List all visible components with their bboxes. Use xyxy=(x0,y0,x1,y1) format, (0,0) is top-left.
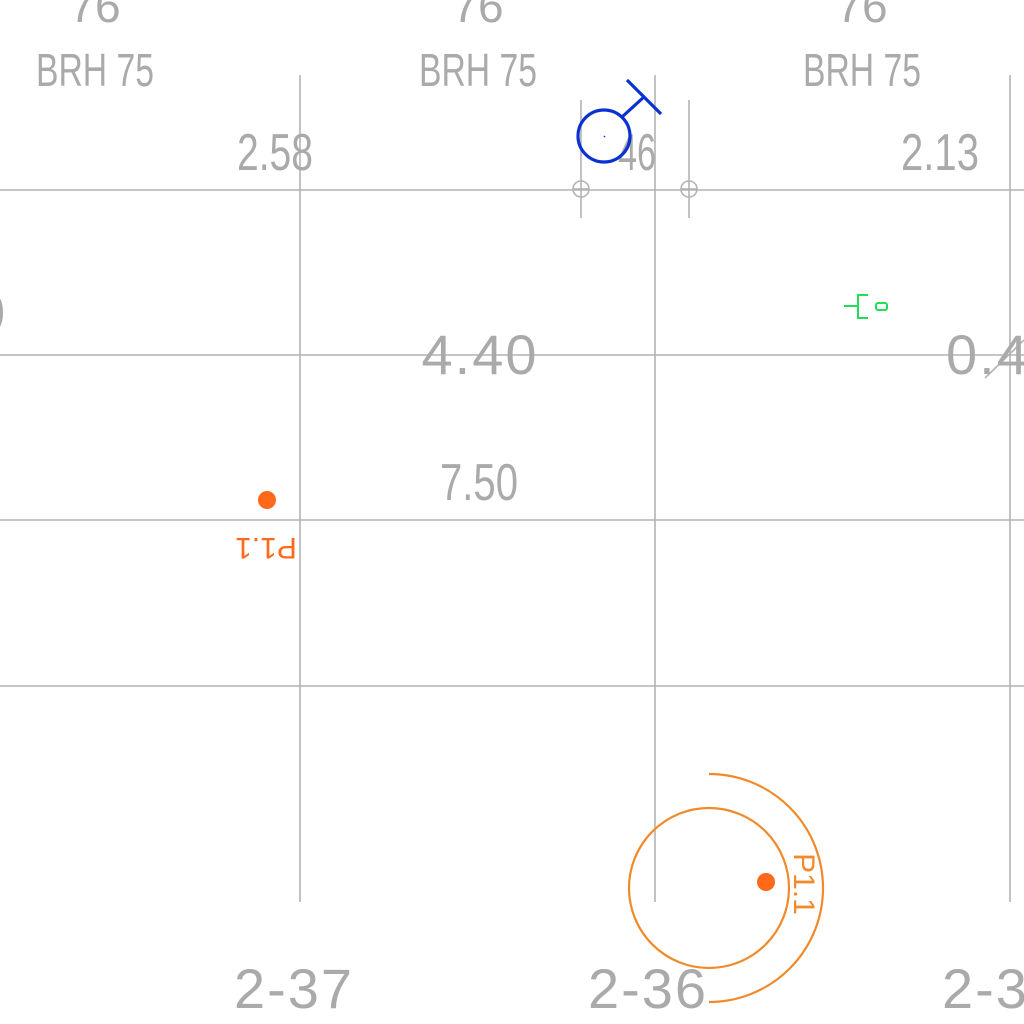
fixture-type-1: BRH 75 xyxy=(36,44,154,96)
fixture-type-2: BRH 75 xyxy=(419,44,537,96)
socket-outlet-icon[interactable] xyxy=(844,294,888,319)
range-arc-outer xyxy=(708,772,825,1004)
grid xyxy=(0,75,1024,902)
grid-label-2-3x: 2-3 xyxy=(942,957,1024,1020)
grid-label-2-37: 2-37 xyxy=(234,957,354,1020)
bottom-labels: 2-37 2-36 2-3 xyxy=(234,957,1024,1020)
level-value-right-big: 0.4 xyxy=(946,323,1024,386)
lighting-switch-icon[interactable] xyxy=(576,78,663,164)
fixture-type-3: BRH 75 xyxy=(803,44,921,96)
point-right-label: P1.1 xyxy=(787,853,820,915)
point-right[interactable]: P1.1 xyxy=(627,772,825,1004)
grid-label-2-36: 2-36 xyxy=(588,957,708,1020)
level-value-3: 2.13 xyxy=(901,124,979,182)
point-left-marker[interactable] xyxy=(258,491,276,509)
level-value-left-edge: 0 xyxy=(0,281,5,344)
level-value-center-small: 7.50 xyxy=(440,454,518,512)
top-number-3: 76 xyxy=(836,0,887,32)
level-value-1: 2.58 xyxy=(237,124,313,182)
point-left-label: P1.1 xyxy=(235,531,297,564)
top-number-1: 76 xyxy=(69,0,120,32)
range-circle-inner xyxy=(627,806,791,970)
point-left[interactable]: P1.1 xyxy=(235,491,297,564)
right-edge-hatch xyxy=(984,339,1024,379)
top-number-2: 76 xyxy=(452,0,503,32)
top-labels: 76 76 76 BRH 75 BRH 75 BRH 75 xyxy=(36,0,921,96)
point-right-marker[interactable] xyxy=(757,873,775,891)
level-values: 2.58 46 2.13 4.40 0.4 0 7.50 xyxy=(0,124,1024,512)
level-value-center-big: 4.40 xyxy=(422,323,539,386)
